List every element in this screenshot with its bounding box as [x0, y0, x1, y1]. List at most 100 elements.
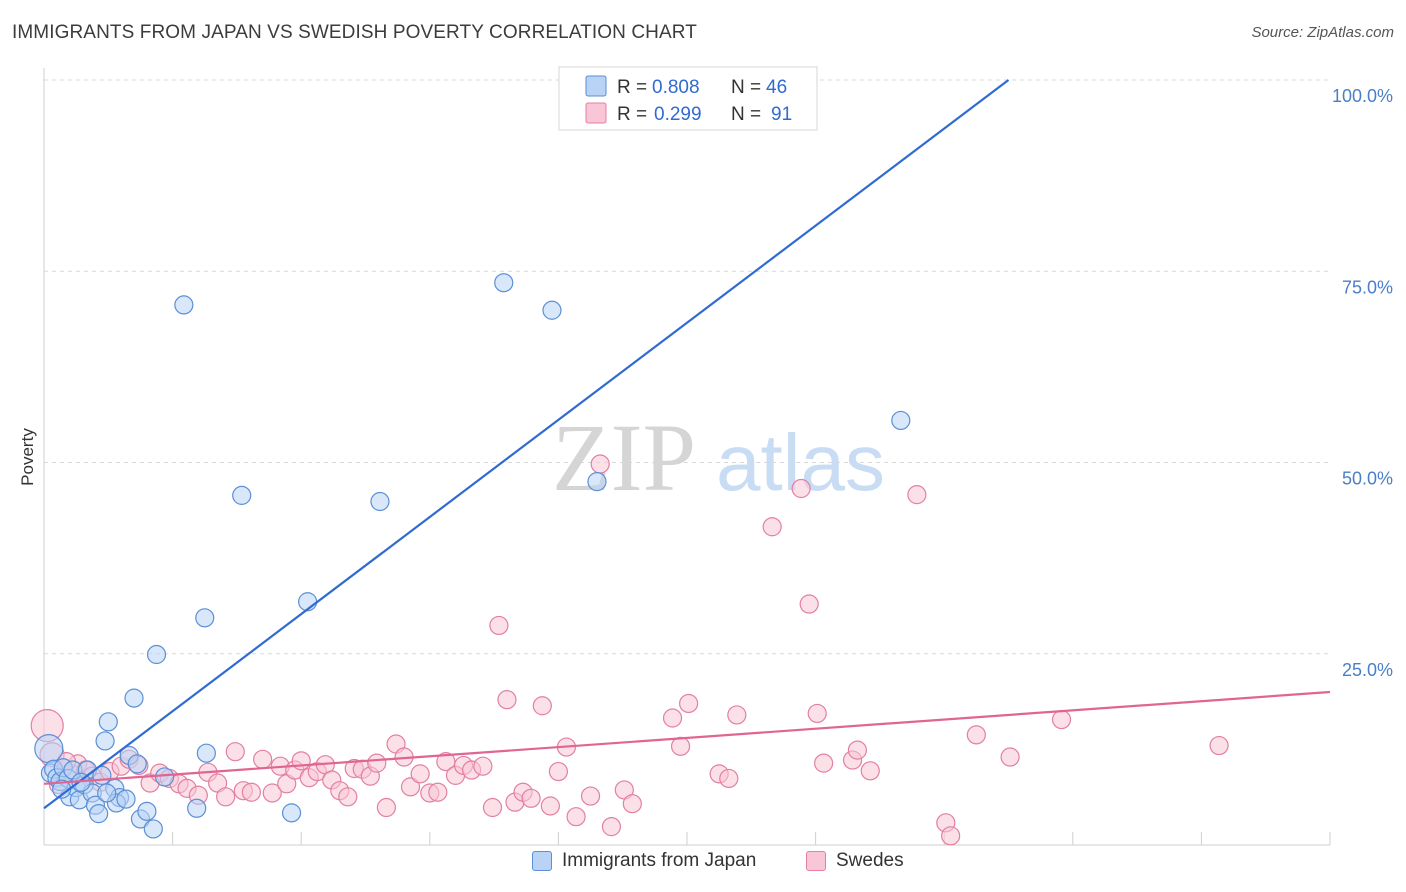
point-swedes-54: [497, 690, 517, 710]
y-tick-label-2: 75.0%: [1342, 277, 1393, 297]
legend-top-r-label-japan: R =: [617, 77, 647, 98]
point-swedes-85: [966, 725, 986, 745]
point-swedes-60: [548, 761, 569, 782]
point-swedes-58: [532, 696, 552, 716]
point-swedes-74: [762, 517, 782, 537]
legend-top-n-label-japan: N =: [731, 77, 761, 98]
point-swedes-86: [1000, 747, 1020, 767]
point-swedes-62: [566, 807, 586, 827]
point-japan-30: [187, 798, 207, 818]
point-japan-40: [891, 410, 911, 431]
legend-item-japan: Immigrants from Japan: [532, 850, 756, 872]
point-swedes-57: [521, 788, 541, 808]
point-swedes-51: [473, 756, 493, 776]
y-axis-label: Poverty: [18, 428, 37, 486]
chart-title: IMMIGRANTS FROM JAPAN VS SWEDISH POVERTY…: [12, 22, 697, 43]
legend-top-n-value-swedes: 91: [771, 104, 792, 125]
legend-top-r-label-swedes: R =: [617, 104, 647, 125]
series-japan-points: [34, 273, 911, 839]
point-japan-32: [196, 743, 216, 763]
trendline-japan: [43, 79, 1010, 810]
point-japan-37: [494, 273, 514, 293]
point-swedes-70: [679, 693, 699, 714]
point-japan-29: [174, 295, 194, 315]
point-japan-31: [195, 608, 215, 628]
tick-labels: 25.0%50.0%75.0%100.0%0.0%80.0%: [1332, 86, 1393, 680]
point-swedes-65: [601, 817, 622, 837]
point-japan-44: [97, 783, 117, 803]
point-swedes-64: [590, 454, 610, 474]
point-swedes-35: [338, 787, 358, 807]
point-swedes-44: [410, 764, 430, 784]
point-swedes-24: [253, 749, 273, 769]
point-swedes-78: [814, 753, 834, 773]
legend-top-r-value-swedes: 0.299: [654, 104, 702, 125]
point-japan-33: [232, 485, 252, 505]
point-swedes-21: [225, 742, 245, 762]
legend-label-swedes: Swedes: [836, 850, 904, 871]
point-japan-17: [95, 731, 115, 751]
point-swedes-69: [670, 736, 691, 756]
point-swedes-25: [262, 783, 282, 803]
legend-top: R = 0.808 N = 46 R = 0.299 N = 91: [558, 66, 818, 131]
trendline-swedes: [43, 690, 1331, 785]
point-swedes-68: [662, 708, 683, 728]
trend-lines: [43, 79, 1331, 810]
point-swedes-20: [216, 787, 236, 807]
point-japan-0: [34, 734, 64, 764]
point-swedes-84: [941, 826, 961, 846]
point-japan-26: [143, 819, 163, 839]
scatter-plot: ZIP atlas 25.0%50.0%75.0%100.0%0.0%80.0%…: [18, 66, 1393, 846]
point-swedes-76: [799, 594, 819, 614]
series-swedes-points: [30, 454, 1229, 846]
point-japan-25: [137, 801, 157, 821]
point-swedes-81: [860, 761, 880, 781]
legend-swatch-japan: [532, 851, 552, 871]
point-swedes-43: [400, 777, 421, 797]
point-japan-18: [98, 712, 118, 732]
point-swedes-75: [791, 478, 811, 499]
y-tick-label-3: 100.0%: [1332, 86, 1393, 106]
legend-bottom: Immigrants from Japan Swedes: [0, 850, 1406, 880]
point-japan-45: [116, 789, 136, 809]
point-japan-27: [146, 644, 167, 665]
legend-swatch-swedes: [806, 851, 826, 871]
legend-top-n-label-swedes: N =: [731, 104, 761, 125]
grid: [44, 79, 1330, 655]
point-japan-28: [154, 767, 175, 787]
point-swedes-29: [291, 751, 311, 771]
point-swedes-77: [807, 703, 827, 724]
point-swedes-23: [241, 782, 261, 802]
watermark: ZIP atlas: [552, 404, 885, 511]
point-japan-38: [542, 300, 562, 320]
point-swedes-52: [482, 797, 503, 818]
legend-top-n-value-japan: 46: [766, 77, 787, 98]
y-tick-label-1: 50.0%: [1342, 469, 1393, 489]
point-japan-36: [370, 491, 390, 512]
point-swedes-87: [1051, 709, 1072, 730]
legend-label-japan: Immigrants from Japan: [562, 850, 757, 871]
point-swedes-73: [727, 705, 747, 725]
legend-top-swatch-swedes: [585, 102, 607, 124]
chart-source: Source: ZipAtlas.com: [1251, 24, 1394, 41]
point-swedes-88: [1209, 735, 1229, 756]
point-swedes-53: [489, 615, 509, 636]
point-swedes-67: [622, 794, 642, 814]
point-swedes-63: [580, 786, 601, 806]
point-swedes-82: [907, 485, 927, 505]
point-swedes-80: [847, 740, 867, 760]
point-swedes-59: [540, 796, 560, 816]
point-japan-34: [281, 803, 302, 823]
point-japan-22: [127, 754, 147, 774]
y-tick-label-0: 25.0%: [1342, 660, 1393, 680]
point-japan-39: [587, 472, 607, 492]
legend-top-swatch-japan: [585, 75, 607, 97]
point-swedes-46: [428, 782, 448, 802]
point-swedes-72: [719, 768, 739, 789]
legend-top-r-value-japan: 0.808: [652, 77, 700, 98]
point-japan-23: [124, 688, 144, 708]
point-swedes-39: [367, 753, 387, 773]
point-swedes-40: [376, 797, 396, 818]
legend-item-swedes: Swedes: [806, 850, 904, 872]
point-japan-15: [89, 804, 109, 824]
